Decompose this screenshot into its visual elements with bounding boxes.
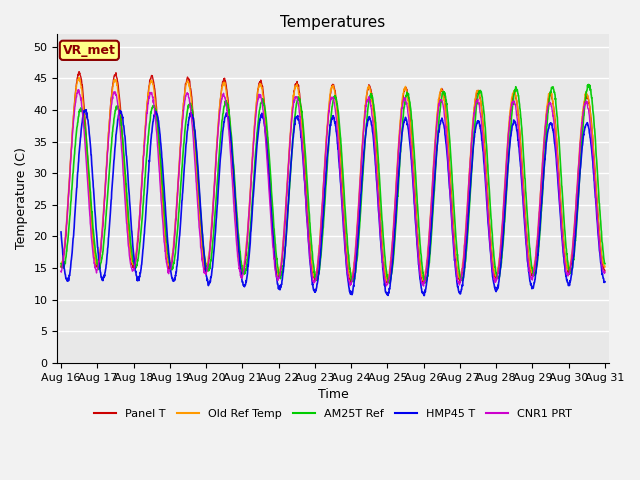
CNR1 PRT — [361, 117, 369, 122]
HMP45 T — [554, 169, 561, 175]
AM25T Ref — [386, 280, 394, 286]
Old Ref Temp — [75, 75, 83, 81]
Old Ref Temp — [57, 263, 65, 268]
Legend: Panel T, Old Ref Temp, AM25T Ref, HMP45 T, CNR1 PRT: Panel T, Old Ref Temp, AM25T Ref, HMP45 … — [90, 405, 577, 423]
AM25T Ref — [209, 240, 216, 246]
Panel T — [361, 114, 369, 120]
Panel T — [456, 280, 463, 286]
CNR1 PRT — [601, 269, 609, 275]
Panel T — [76, 69, 83, 74]
AM25T Ref — [57, 261, 65, 266]
Old Ref Temp — [601, 264, 609, 269]
HMP45 T — [568, 265, 576, 271]
AM25T Ref — [360, 149, 368, 155]
Line: AM25T Ref: AM25T Ref — [61, 84, 605, 283]
Line: CNR1 PRT: CNR1 PRT — [61, 90, 605, 286]
HMP45 T — [420, 293, 428, 299]
CNR1 PRT — [420, 283, 428, 289]
Line: Old Ref Temp: Old Ref Temp — [61, 78, 605, 281]
Old Ref Temp — [568, 245, 576, 251]
CNR1 PRT — [57, 268, 65, 274]
AM25T Ref — [601, 261, 609, 266]
AM25T Ref — [568, 265, 576, 271]
CNR1 PRT — [492, 278, 499, 284]
AM25T Ref — [492, 264, 499, 270]
Old Ref Temp — [349, 269, 356, 275]
CNR1 PRT — [349, 275, 356, 280]
Panel T — [209, 207, 217, 213]
Line: Panel T: Panel T — [61, 72, 605, 283]
Text: VR_met: VR_met — [63, 44, 116, 57]
Old Ref Temp — [209, 200, 217, 206]
CNR1 PRT — [75, 87, 83, 93]
AM25T Ref — [349, 277, 356, 283]
HMP45 T — [601, 279, 609, 285]
Old Ref Temp — [554, 149, 561, 155]
AM25T Ref — [585, 82, 593, 87]
Old Ref Temp — [383, 278, 391, 284]
Panel T — [349, 273, 356, 278]
Panel T — [568, 250, 576, 256]
Panel T — [57, 264, 65, 269]
Panel T — [554, 145, 561, 151]
Line: HMP45 T: HMP45 T — [61, 110, 605, 296]
X-axis label: Time: Time — [317, 388, 348, 401]
Panel T — [492, 275, 499, 281]
HMP45 T — [83, 107, 90, 113]
HMP45 T — [349, 288, 356, 294]
HMP45 T — [361, 141, 369, 147]
Panel T — [601, 268, 609, 274]
Title: Temperatures: Temperatures — [280, 15, 386, 30]
HMP45 T — [209, 258, 217, 264]
Old Ref Temp — [361, 110, 369, 116]
HMP45 T — [57, 229, 65, 235]
Y-axis label: Temperature (C): Temperature (C) — [15, 147, 28, 250]
Old Ref Temp — [492, 273, 499, 279]
CNR1 PRT — [568, 248, 576, 253]
CNR1 PRT — [554, 162, 561, 168]
AM25T Ref — [553, 113, 561, 119]
HMP45 T — [492, 288, 499, 293]
CNR1 PRT — [209, 206, 217, 212]
